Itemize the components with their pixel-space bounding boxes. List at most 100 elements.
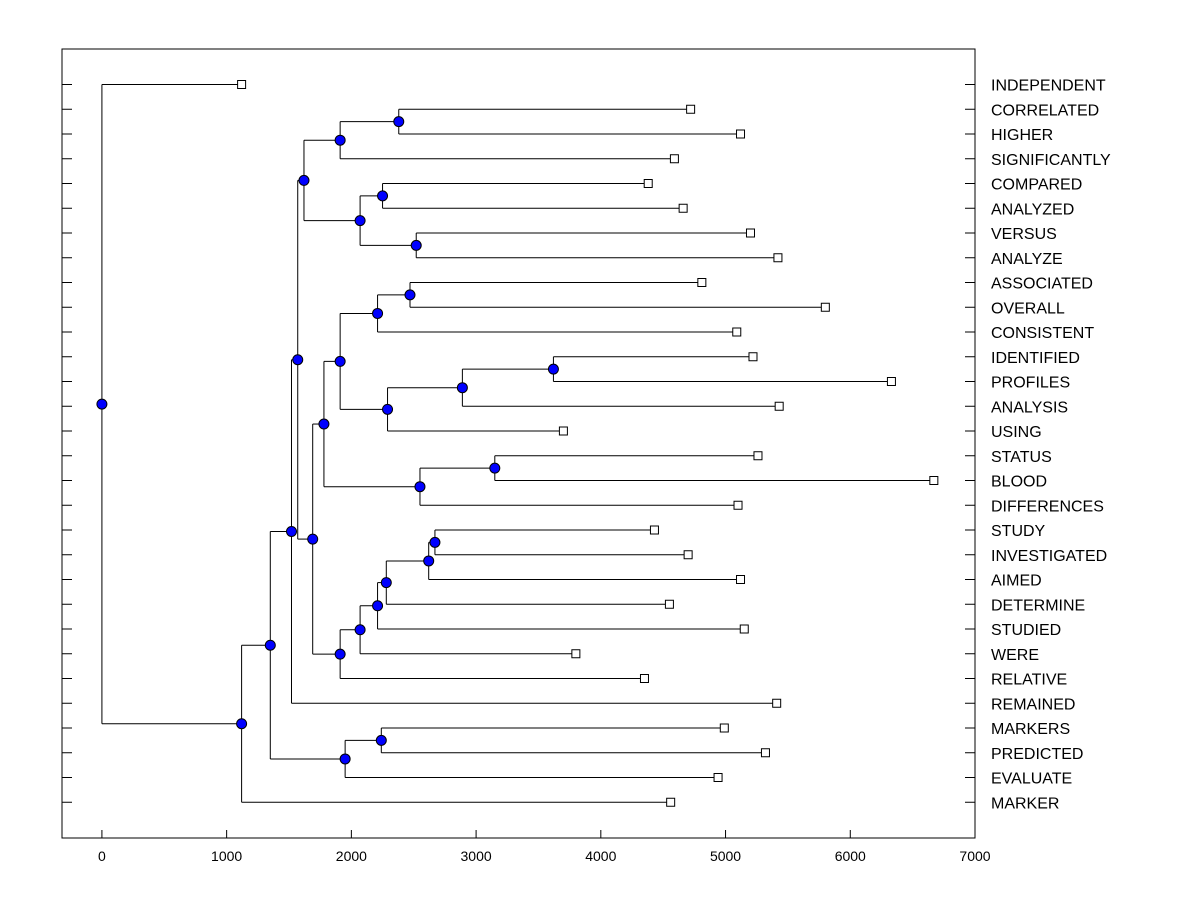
leaf-marker: [929, 476, 939, 485]
merge-node: [236, 718, 248, 730]
merge-node: [410, 239, 422, 251]
x-axis-tick-label: 7000: [959, 848, 990, 864]
leaf-label: ANALYZE: [991, 251, 1063, 268]
leaf-label: WERE: [991, 647, 1039, 664]
merge-node: [547, 363, 559, 375]
leaf-marker: [686, 104, 696, 114]
leaf-marker: [732, 327, 742, 337]
merge-node: [393, 116, 405, 128]
leaf-label: CONSISTENT: [991, 325, 1094, 342]
leaf-marker: [745, 228, 755, 238]
leaf-marker: [773, 253, 783, 263]
merge-node: [404, 289, 416, 301]
leaf-markers: [237, 80, 939, 807]
leaf-label: MARKERS: [991, 721, 1070, 738]
leaf-marker: [736, 129, 746, 139]
leaf-label: STUDY: [991, 523, 1046, 540]
merge-node: [264, 639, 276, 651]
leaf-marker: [639, 674, 649, 683]
leaf-label: USING: [991, 424, 1042, 441]
merge-node: [339, 753, 351, 765]
leaf-marker: [664, 599, 674, 609]
leaf-marker: [772, 698, 782, 708]
leaf-label: BLOOD: [991, 474, 1047, 491]
dendrogram-links: [101, 84, 934, 803]
merge-node: [380, 577, 392, 589]
x-axis-tick-label: 6000: [835, 848, 866, 864]
x-axis-tick-label: 5000: [710, 848, 741, 864]
leaf-label: OVERALL: [991, 300, 1065, 317]
leaf-marker: [697, 278, 707, 287]
merge-nodes: [96, 116, 559, 765]
leaf-marker: [736, 575, 746, 584]
leaf-labels: INDEPENDENT CORRELATED HIGHER SIGNIFICANTLY…: [991, 78, 1111, 813]
merge-node: [372, 307, 384, 319]
merge-node: [334, 134, 346, 146]
merge-node: [334, 355, 346, 367]
x-axis-tick-label: 0: [98, 848, 106, 864]
leaf-marker: [237, 80, 247, 89]
leaf-label: DIFFERENCES: [991, 498, 1104, 515]
merge-node: [377, 190, 389, 202]
leaf-marker: [748, 352, 758, 362]
merge-node: [318, 418, 330, 430]
leaf-label: CORRELATED: [991, 102, 1099, 119]
leaf-label: AIMED: [991, 573, 1042, 590]
merge-node: [429, 536, 441, 548]
leaf-label: VERSUS: [991, 226, 1057, 243]
x-axis-tick-label: 4000: [585, 848, 616, 864]
leaf-marker: [649, 525, 659, 535]
leaf-marker: [886, 377, 896, 386]
plot-frame: [61, 48, 976, 839]
leaf-label: EVALUATE: [991, 771, 1072, 788]
leaf-marker: [719, 723, 729, 733]
leaf-marker: [739, 624, 749, 634]
leaf-marker: [713, 773, 723, 782]
merge-node: [334, 648, 346, 660]
leaf-label: RELATIVE: [991, 672, 1067, 689]
leaf-label: SIGNIFICANTLY: [991, 152, 1111, 169]
merge-node: [423, 555, 435, 567]
leaf-marker: [643, 179, 653, 188]
leaf-marker: [820, 302, 830, 312]
leaf-marker: [733, 500, 743, 510]
merge-node: [354, 215, 366, 227]
leaf-marker: [571, 649, 581, 659]
leaf-label: HIGHER: [991, 127, 1053, 144]
leaf-marker: [678, 203, 688, 213]
x-axis-tick-label: 1000: [211, 848, 242, 864]
merge-node: [307, 533, 319, 545]
merge-node: [372, 600, 384, 612]
merge-node: [414, 481, 426, 493]
leaf-marker: [760, 748, 770, 758]
x-axis: 0 1000 2000 3000 4000 5000 6000 7000: [98, 830, 991, 864]
merge-node: [375, 734, 387, 746]
merge-node: [382, 403, 394, 415]
leaf-marker: [753, 451, 763, 461]
merge-node: [292, 354, 304, 366]
leaf-label: ANALYSIS: [991, 399, 1068, 416]
merge-node: [456, 382, 468, 394]
merge-node: [285, 525, 297, 537]
leaf-marker: [774, 401, 784, 411]
leaf-label: INVESTIGATED: [991, 548, 1107, 565]
leaf-label: STUDIED: [991, 622, 1061, 639]
merge-node: [489, 462, 501, 474]
leaf-label: MARKER: [991, 795, 1059, 812]
leaf-marker: [669, 154, 679, 164]
merge-node: [96, 398, 108, 410]
leaf-marker: [558, 426, 568, 436]
leaf-label: ANALYZED: [991, 201, 1074, 218]
merge-node: [298, 174, 310, 186]
leaf-label: PREDICTED: [991, 746, 1083, 763]
x-axis-tick-label: 2000: [336, 848, 367, 864]
leaf-label: REMAINED: [991, 696, 1075, 713]
leaf-label: IDENTIFIED: [991, 350, 1080, 367]
leaf-marker: [666, 797, 676, 807]
leaf-label: PROFILES: [991, 375, 1070, 392]
leaf-ticks: [62, 84, 975, 803]
leaf-label: ASSOCIATED: [991, 276, 1093, 293]
leaf-marker: [683, 550, 693, 560]
leaf-label: INDEPENDENT: [991, 78, 1106, 95]
